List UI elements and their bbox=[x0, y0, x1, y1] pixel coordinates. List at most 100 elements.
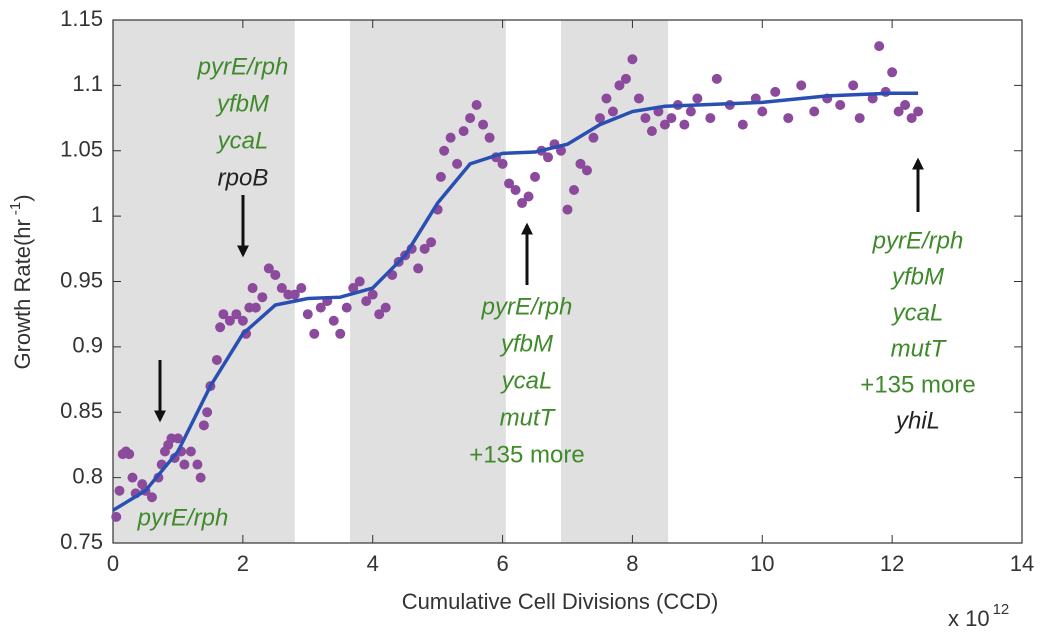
y-tick-label: 1.15 bbox=[60, 6, 103, 31]
data-point bbox=[335, 328, 346, 339]
fit-line bbox=[112, 91, 919, 512]
annotation-text: mutT bbox=[500, 404, 557, 431]
y-tick-label: 1.05 bbox=[60, 137, 103, 162]
x-multiplier-base: x 10 bbox=[948, 606, 990, 631]
data-point bbox=[568, 184, 579, 195]
data-point bbox=[374, 309, 385, 320]
data-point bbox=[224, 315, 235, 326]
data-point bbox=[124, 449, 135, 460]
data-point bbox=[543, 152, 554, 163]
x-tick-label: 6 bbox=[496, 551, 508, 576]
data-point bbox=[289, 289, 300, 300]
data-point bbox=[315, 302, 326, 313]
data-point bbox=[510, 184, 521, 195]
data-point bbox=[867, 93, 878, 104]
x-tick-label: 2 bbox=[237, 551, 249, 576]
data-point bbox=[854, 113, 865, 124]
annotation-text: ycaL bbox=[891, 299, 944, 326]
data-point bbox=[497, 158, 508, 169]
data-point bbox=[575, 158, 586, 169]
data-point bbox=[146, 492, 157, 503]
annotation-text: pyrE/rph bbox=[137, 504, 229, 531]
data-point bbox=[250, 302, 261, 313]
annotation-text: mutT bbox=[891, 335, 948, 362]
annotation-text: pyrE/rph bbox=[197, 53, 289, 80]
data-point bbox=[439, 145, 450, 156]
data-point bbox=[215, 322, 226, 333]
annotation-text: yfbM bbox=[499, 330, 553, 357]
data-point bbox=[848, 80, 859, 91]
data-point bbox=[783, 113, 794, 124]
annotation-text: pyrE/rph bbox=[481, 293, 573, 320]
data-point bbox=[556, 145, 567, 156]
data-point bbox=[809, 106, 820, 117]
data-point bbox=[913, 106, 924, 117]
data-point bbox=[247, 283, 258, 294]
data-point bbox=[296, 283, 307, 294]
annotation-text: ycaL bbox=[216, 127, 269, 154]
data-point bbox=[202, 407, 213, 418]
data-point bbox=[458, 126, 469, 137]
annotation-text: pyrE/rph bbox=[872, 227, 964, 254]
y-tick-label: 0.8 bbox=[72, 463, 103, 488]
x-multiplier: x 10 12 bbox=[948, 601, 1009, 631]
data-point bbox=[348, 283, 359, 294]
y-tick-label: 0.75 bbox=[60, 529, 103, 554]
data-point bbox=[341, 302, 352, 313]
data-point bbox=[705, 113, 716, 124]
data-point bbox=[666, 113, 677, 124]
data-point bbox=[237, 315, 248, 326]
data-point bbox=[211, 354, 222, 365]
data-point bbox=[588, 132, 599, 143]
data-point bbox=[218, 309, 229, 320]
data-point bbox=[452, 158, 463, 169]
data-point bbox=[692, 93, 703, 104]
x-tick-label: 10 bbox=[750, 551, 774, 576]
shaded-region bbox=[113, 20, 295, 543]
data-point bbox=[263, 263, 274, 274]
data-point bbox=[711, 73, 722, 84]
annotation-text: +135 more bbox=[469, 441, 584, 468]
x-tick-label: 0 bbox=[107, 551, 119, 576]
y-tick-label: 1.1 bbox=[72, 71, 103, 96]
data-point bbox=[770, 86, 781, 97]
data-point bbox=[594, 113, 605, 124]
data-point bbox=[302, 309, 313, 320]
annotation-text: yfbM bbox=[890, 263, 944, 290]
annotation-text: yhiL bbox=[894, 407, 940, 434]
x-tick-label: 4 bbox=[367, 551, 379, 576]
data-point bbox=[231, 309, 242, 320]
data-point bbox=[185, 446, 196, 457]
data-point bbox=[111, 511, 122, 522]
x-axis-label: Cumulative Cell Divisions (CCD) bbox=[402, 589, 719, 614]
data-point bbox=[581, 165, 592, 176]
data-point bbox=[172, 433, 183, 444]
axes-layer: 0.75 0.8 0.85 0.9 0.95 1 1.05 1.1 1.15 0 2 4 6 8 10 12 1… bbox=[60, 6, 1034, 576]
y-axis-label: Growth Rate(hr -1) bbox=[7, 194, 35, 369]
plot-frame bbox=[112, 19, 1023, 544]
data-point bbox=[276, 283, 287, 294]
data-point bbox=[127, 472, 138, 483]
data-point bbox=[614, 80, 625, 91]
data-point bbox=[679, 119, 690, 130]
data-point bbox=[607, 106, 618, 117]
data-point bbox=[640, 113, 651, 124]
x-multiplier-exp: 12 bbox=[993, 601, 1010, 618]
data-point bbox=[523, 191, 534, 202]
annotation-text: yfbM bbox=[215, 90, 269, 117]
data-point bbox=[361, 296, 372, 307]
x-tick-label: 14 bbox=[1010, 551, 1034, 576]
data-point bbox=[906, 113, 917, 124]
data-point bbox=[893, 106, 904, 117]
data-point bbox=[530, 171, 541, 182]
data-point bbox=[354, 276, 365, 287]
data-point bbox=[198, 420, 209, 431]
data-point bbox=[478, 119, 489, 130]
data-point bbox=[517, 198, 528, 209]
data-point bbox=[685, 106, 696, 117]
data-point bbox=[419, 243, 430, 254]
data-point bbox=[900, 99, 911, 110]
y-tick-label: 0.95 bbox=[60, 267, 103, 292]
